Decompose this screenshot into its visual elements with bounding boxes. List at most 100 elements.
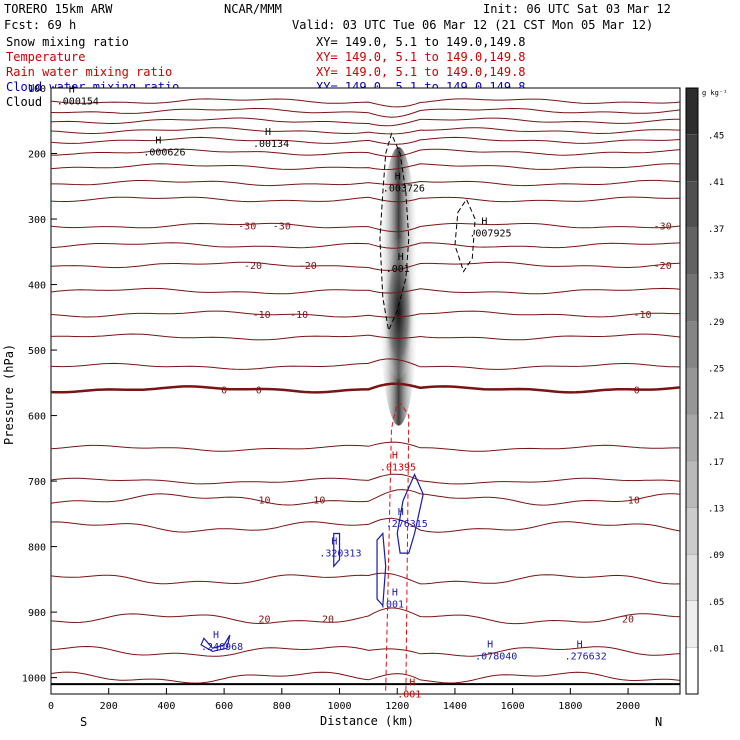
max-marker: H: [395, 172, 401, 183]
isotherm-10: [51, 489, 680, 506]
maxima-labels: H.000154H.000626H.00134H.003726H.007925H…: [57, 84, 607, 700]
max-marker: H: [398, 507, 404, 518]
cloud-water-contour: [376, 532, 387, 608]
colorbar-swatch: [685, 600, 699, 648]
max-marker: H: [481, 217, 487, 228]
isotherm-label: -30: [273, 222, 291, 233]
colorbar: .01 .05 .09 .13 .17 .21 .25 .29 .33 .37 .41 .45: [685, 87, 724, 695]
cloud-ice-contour: [379, 132, 410, 333]
cloud-water-contour: [333, 532, 341, 568]
isotherm-label: -20: [244, 261, 262, 272]
south-label: S: [80, 715, 87, 729]
cloud-ice-contour: [454, 198, 476, 273]
isotherm-label: 0: [221, 385, 227, 396]
isotherm-label: -10: [290, 310, 308, 321]
max-value-label: .00134: [253, 139, 289, 150]
x-tick-label: 800: [273, 701, 291, 712]
field-xy: XY= 149.0, 5.1 to 149.0,149.8: [316, 50, 526, 64]
isotherm-line: [51, 473, 680, 485]
isotherm-line: [51, 358, 680, 370]
y-tick-label: 100: [28, 84, 46, 95]
isotherm-0: [51, 382, 680, 394]
isotherm-line: [51, 517, 680, 533]
isotherm--30: [51, 222, 680, 233]
init-time: Init: 06 UTC Sat 03 Mar 12: [483, 2, 671, 16]
isotherm-label: -20: [654, 261, 672, 272]
max-value-label: .001: [386, 264, 410, 275]
isotherm-label: 20: [322, 615, 334, 626]
field-name: Snow mixing ratio: [6, 35, 129, 49]
colorbar-swatch: [685, 460, 699, 508]
isotherm-line: [51, 127, 680, 135]
colorbar-tick-label: .33: [708, 271, 724, 281]
y-tick-label: 800: [28, 543, 46, 554]
max-marker: H: [331, 536, 337, 547]
max-value-label: .001: [380, 600, 404, 611]
max-value-label: .276315: [386, 519, 428, 530]
x-tick-label: 200: [100, 701, 118, 712]
x-tick-label: 2000: [616, 701, 640, 712]
isotherm-line: [51, 107, 680, 118]
isotherm-line: [51, 148, 680, 158]
isotherm-label: -30: [654, 222, 672, 233]
isotherm-label: -20: [299, 261, 317, 272]
max-value-label: .276632: [565, 651, 607, 662]
colorbar-swatch: [685, 647, 699, 695]
y-axis-label: Pressure (hPa): [2, 344, 16, 445]
isotherm-label: 10: [258, 495, 270, 506]
x-tick-label: 1600: [501, 701, 525, 712]
field-xy: XY= 149.0, 5.1 to 149.0,149.8: [316, 35, 526, 49]
isotherm-label: -10: [253, 310, 271, 321]
isotherm-line: [51, 572, 680, 585]
max-value-label: .320313: [319, 548, 361, 559]
max-marker: H: [487, 639, 493, 650]
x-axis: 0 200 400 600 800 1000 1200 1400 1600 1800 2000: [48, 688, 640, 712]
y-tick-label: 700: [28, 477, 46, 488]
colorbar-tick-label: .13: [708, 505, 724, 515]
hydrometeor-contours: [200, 132, 476, 691]
x-tick-label: 600: [215, 701, 233, 712]
colorbar-swatch: [685, 87, 699, 135]
max-value-label: .078040: [475, 651, 517, 662]
isotherm-line: [51, 98, 680, 108]
max-marker: H: [213, 630, 219, 641]
max-marker: H: [392, 451, 398, 462]
y-tick-label: 300: [28, 215, 46, 226]
y-tick-label: 400: [28, 281, 46, 292]
colorbar-swatch: [685, 507, 699, 555]
x-axis-label: Distance (km): [320, 714, 414, 728]
isotherm-label: -10: [633, 310, 651, 321]
max-value-label: .001: [397, 689, 421, 700]
colorbar-swatch: [685, 134, 699, 182]
x-tick-label: 1000: [327, 701, 351, 712]
isotherm-label: 20: [622, 615, 634, 626]
center-title: NCAR/MMM: [224, 2, 282, 16]
colorbar-tick-label: .25: [708, 365, 724, 375]
isotherm-line: [51, 287, 680, 295]
isotherm--10: [51, 310, 680, 318]
max-value-label: .240968: [201, 642, 243, 653]
colorbar-tick-label: .37: [708, 225, 724, 235]
x-tick-label: 1800: [558, 701, 582, 712]
colorbar-tick-label: .41: [708, 178, 724, 188]
colorbar-tick-label: .01: [708, 644, 724, 654]
max-marker: H: [398, 252, 404, 263]
y-tick-label: 1000: [22, 674, 46, 685]
field-name: Temperature: [6, 50, 85, 64]
colorbar-tick-label: .05: [708, 598, 724, 608]
north-label: N: [655, 715, 662, 729]
isotherm-label: 20: [258, 615, 270, 626]
max-value-label: .007925: [469, 229, 511, 240]
temperature-contours: [51, 98, 680, 684]
colorbar-tick-label: .29: [708, 318, 724, 328]
isotherm-line: [51, 163, 680, 171]
x-tick-label: 1200: [385, 701, 409, 712]
max-value-label: .000154: [57, 96, 99, 107]
isotherm-line: [51, 441, 680, 452]
plot-frame: [50, 87, 681, 695]
isotherm-line: [51, 117, 680, 127]
colorbar-tick-label: .09: [708, 551, 724, 561]
isotherm--20: [51, 261, 680, 271]
max-marker: H: [392, 588, 398, 599]
